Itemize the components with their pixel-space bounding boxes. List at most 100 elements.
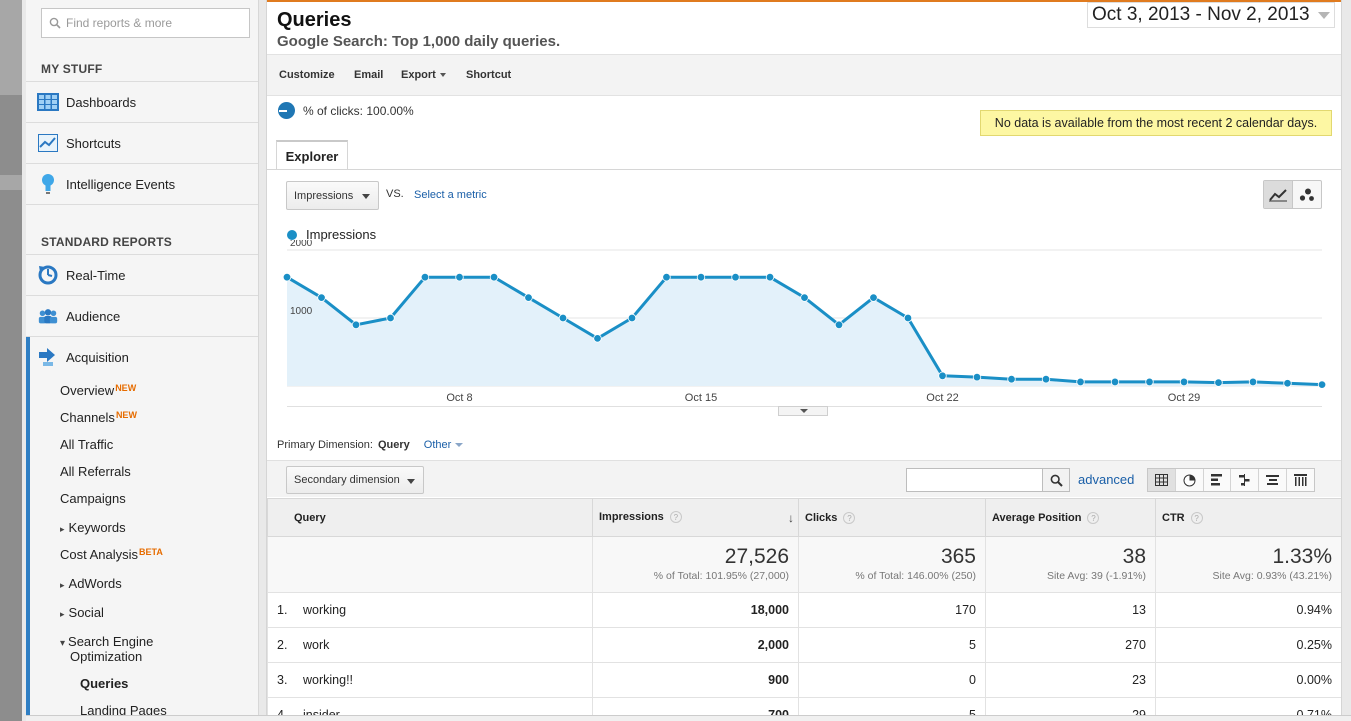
email-button[interactable]: Email	[354, 69, 384, 81]
dimension-query[interactable]: Query	[377, 439, 410, 451]
sidebar-item-label: Acquisition	[66, 349, 129, 365]
metric-select[interactable]: Impressions	[286, 181, 379, 210]
column-header-average-position[interactable]: Average Position?	[985, 498, 1156, 537]
sidebar-item-cost-analysis[interactable]: Cost AnalysisBETA	[60, 547, 163, 562]
total-value: 365	[940, 545, 976, 568]
query-text[interactable]: working!!	[303, 673, 354, 687]
grid-icon	[1154, 474, 1168, 486]
impressions-area	[287, 277, 1322, 386]
data-point	[593, 334, 602, 343]
query-text[interactable]: working	[303, 603, 347, 617]
sidebar-item-acquisition[interactable]: Acquisition	[26, 336, 258, 377]
data-point	[731, 273, 740, 282]
query-cell[interactable]: 2. work	[267, 627, 593, 663]
row-index: 4.	[277, 708, 303, 721]
table-filter-input[interactable]	[907, 469, 1042, 491]
search-icon	[1050, 474, 1063, 487]
total-subtext: % of Total: 146.00% (250)	[855, 570, 976, 582]
sidebar-item-all-traffic[interactable]: All Traffic	[60, 437, 114, 452]
sidebar-item-audience[interactable]: Audience	[26, 295, 258, 336]
performance-view-button[interactable]	[1204, 469, 1232, 491]
data-point	[903, 313, 913, 323]
data-point	[524, 293, 533, 302]
status-bar	[26, 715, 1351, 721]
my-stuff-heading: MY STUFF	[41, 62, 103, 76]
sidebar-item-seo[interactable]: Search Engine	[60, 634, 153, 649]
chevron-down-icon	[1317, 11, 1330, 19]
percentage-view-button[interactable]	[1176, 469, 1204, 491]
sidebar-item-queries[interactable]: Queries	[80, 676, 129, 691]
realtime-icon	[37, 264, 59, 286]
comparison-view-button[interactable]	[1231, 469, 1260, 491]
sidebar-item-adwords[interactable]: AdWords	[60, 576, 122, 591]
data-point	[1248, 377, 1258, 387]
help-icon[interactable]: ?	[669, 510, 682, 523]
column-header-ctr[interactable]: CTR?	[1155, 498, 1341, 537]
sidebar-item-realtime[interactable]: Real-Time	[26, 254, 258, 295]
table-filter-button[interactable]	[1042, 469, 1069, 491]
data-point	[317, 293, 326, 302]
query-text[interactable]: work	[303, 638, 330, 652]
term-cloud-view-button[interactable]	[1259, 469, 1288, 491]
date-range-picker[interactable]: Oct 3, 2013 - Nov 2, 2013	[1087, 2, 1335, 28]
sidebar-item-all-referrals[interactable]: All Referrals	[60, 464, 131, 479]
search-input[interactable]: Find reports & more	[41, 8, 250, 38]
segment-indicator[interactable]: % of clicks: 100.00%	[278, 102, 414, 119]
secondary-dimension-select[interactable]: Secondary dimension	[286, 466, 424, 494]
header-label: Impressions	[599, 510, 664, 523]
position-cell: 13	[985, 592, 1156, 628]
column-header-clicks[interactable]: Clicks?	[798, 498, 986, 537]
window-edge	[0, 0, 22, 721]
help-icon[interactable]: ?	[1087, 511, 1100, 524]
total-clicks: 365 % of Total: 146.00% (250)	[798, 536, 986, 593]
sidebar-item-overview[interactable]: OverviewNEW	[60, 383, 136, 398]
line-chart-view-button[interactable]	[1264, 181, 1293, 208]
y-tick-label: 1000	[290, 306, 313, 317]
sidebar-item-social[interactable]: Social	[60, 605, 104, 620]
clicks-cell: 0	[798, 662, 986, 698]
motion-chart-view-button[interactable]	[1293, 181, 1321, 208]
x-tick-label: Oct 22	[926, 392, 958, 404]
seo-label-line2: Optimization	[70, 649, 143, 664]
legend-swatch	[287, 229, 297, 240]
select-metric-link[interactable]: Select a metric	[414, 189, 487, 201]
advanced-filter-link[interactable]: advanced	[1078, 472, 1135, 487]
sidebar-item-shortcuts[interactable]: Shortcuts	[26, 122, 258, 163]
cost-analysis-label: Cost Analysis	[60, 547, 139, 562]
table-row[interactable]: 2. work 2,000 5 270 0.25%	[267, 627, 1341, 663]
header-label: Average Position	[992, 511, 1082, 524]
sidebar-item-keywords[interactable]: Keywords	[60, 520, 126, 535]
export-button[interactable]: Export	[401, 69, 446, 81]
table-tools: Secondary dimension advanced	[267, 460, 1341, 497]
sidebar-item-dashboards[interactable]: Dashboards	[26, 81, 258, 122]
data-point	[869, 293, 878, 302]
bar-chart-icon	[1210, 474, 1222, 486]
overview-label: Overview	[60, 383, 115, 398]
table-row[interactable]: 1. working 18,000 170 13 0.94%	[267, 592, 1341, 628]
column-header-query[interactable]: Query	[267, 498, 593, 537]
position-cell: 270	[985, 627, 1156, 663]
help-icon[interactable]: ?	[843, 511, 856, 524]
shortcut-button[interactable]: Shortcut	[466, 69, 512, 81]
pivot-view-button[interactable]	[1287, 469, 1314, 491]
customize-button[interactable]: Customize	[279, 69, 335, 81]
data-point	[1145, 377, 1154, 387]
tab-explorer[interactable]: Explorer	[276, 140, 348, 170]
sidebar-item-channels[interactable]: ChannelsNEW	[60, 410, 137, 425]
sidebar-item-landing-pages[interactable]: Landing Pages	[80, 703, 167, 718]
chart-collapse-handle[interactable]	[778, 406, 828, 416]
data-point	[558, 313, 568, 323]
query-cell[interactable]: 1. working	[267, 592, 593, 628]
clicks-cell: 5	[798, 627, 986, 663]
table-view-button[interactable]	[1148, 469, 1176, 491]
sidebar-item-intelligence-events[interactable]: Intelligence Events	[26, 163, 258, 204]
help-icon[interactable]: ?	[1190, 511, 1203, 524]
data-point	[938, 371, 947, 380]
query-cell[interactable]: 3. working!!	[267, 662, 593, 698]
dimension-other-dropdown[interactable]: Other	[424, 439, 464, 451]
row-index: 1.	[277, 603, 288, 617]
primary-dimension-bar: Primary Dimension: Query Other	[277, 439, 463, 451]
table-row[interactable]: 3. working!! 900 0 23 0.00%	[267, 662, 1341, 698]
sidebar-item-campaigns[interactable]: Campaigns	[60, 491, 126, 506]
column-header-impressions[interactable]: Impressions? ↓	[592, 498, 799, 537]
